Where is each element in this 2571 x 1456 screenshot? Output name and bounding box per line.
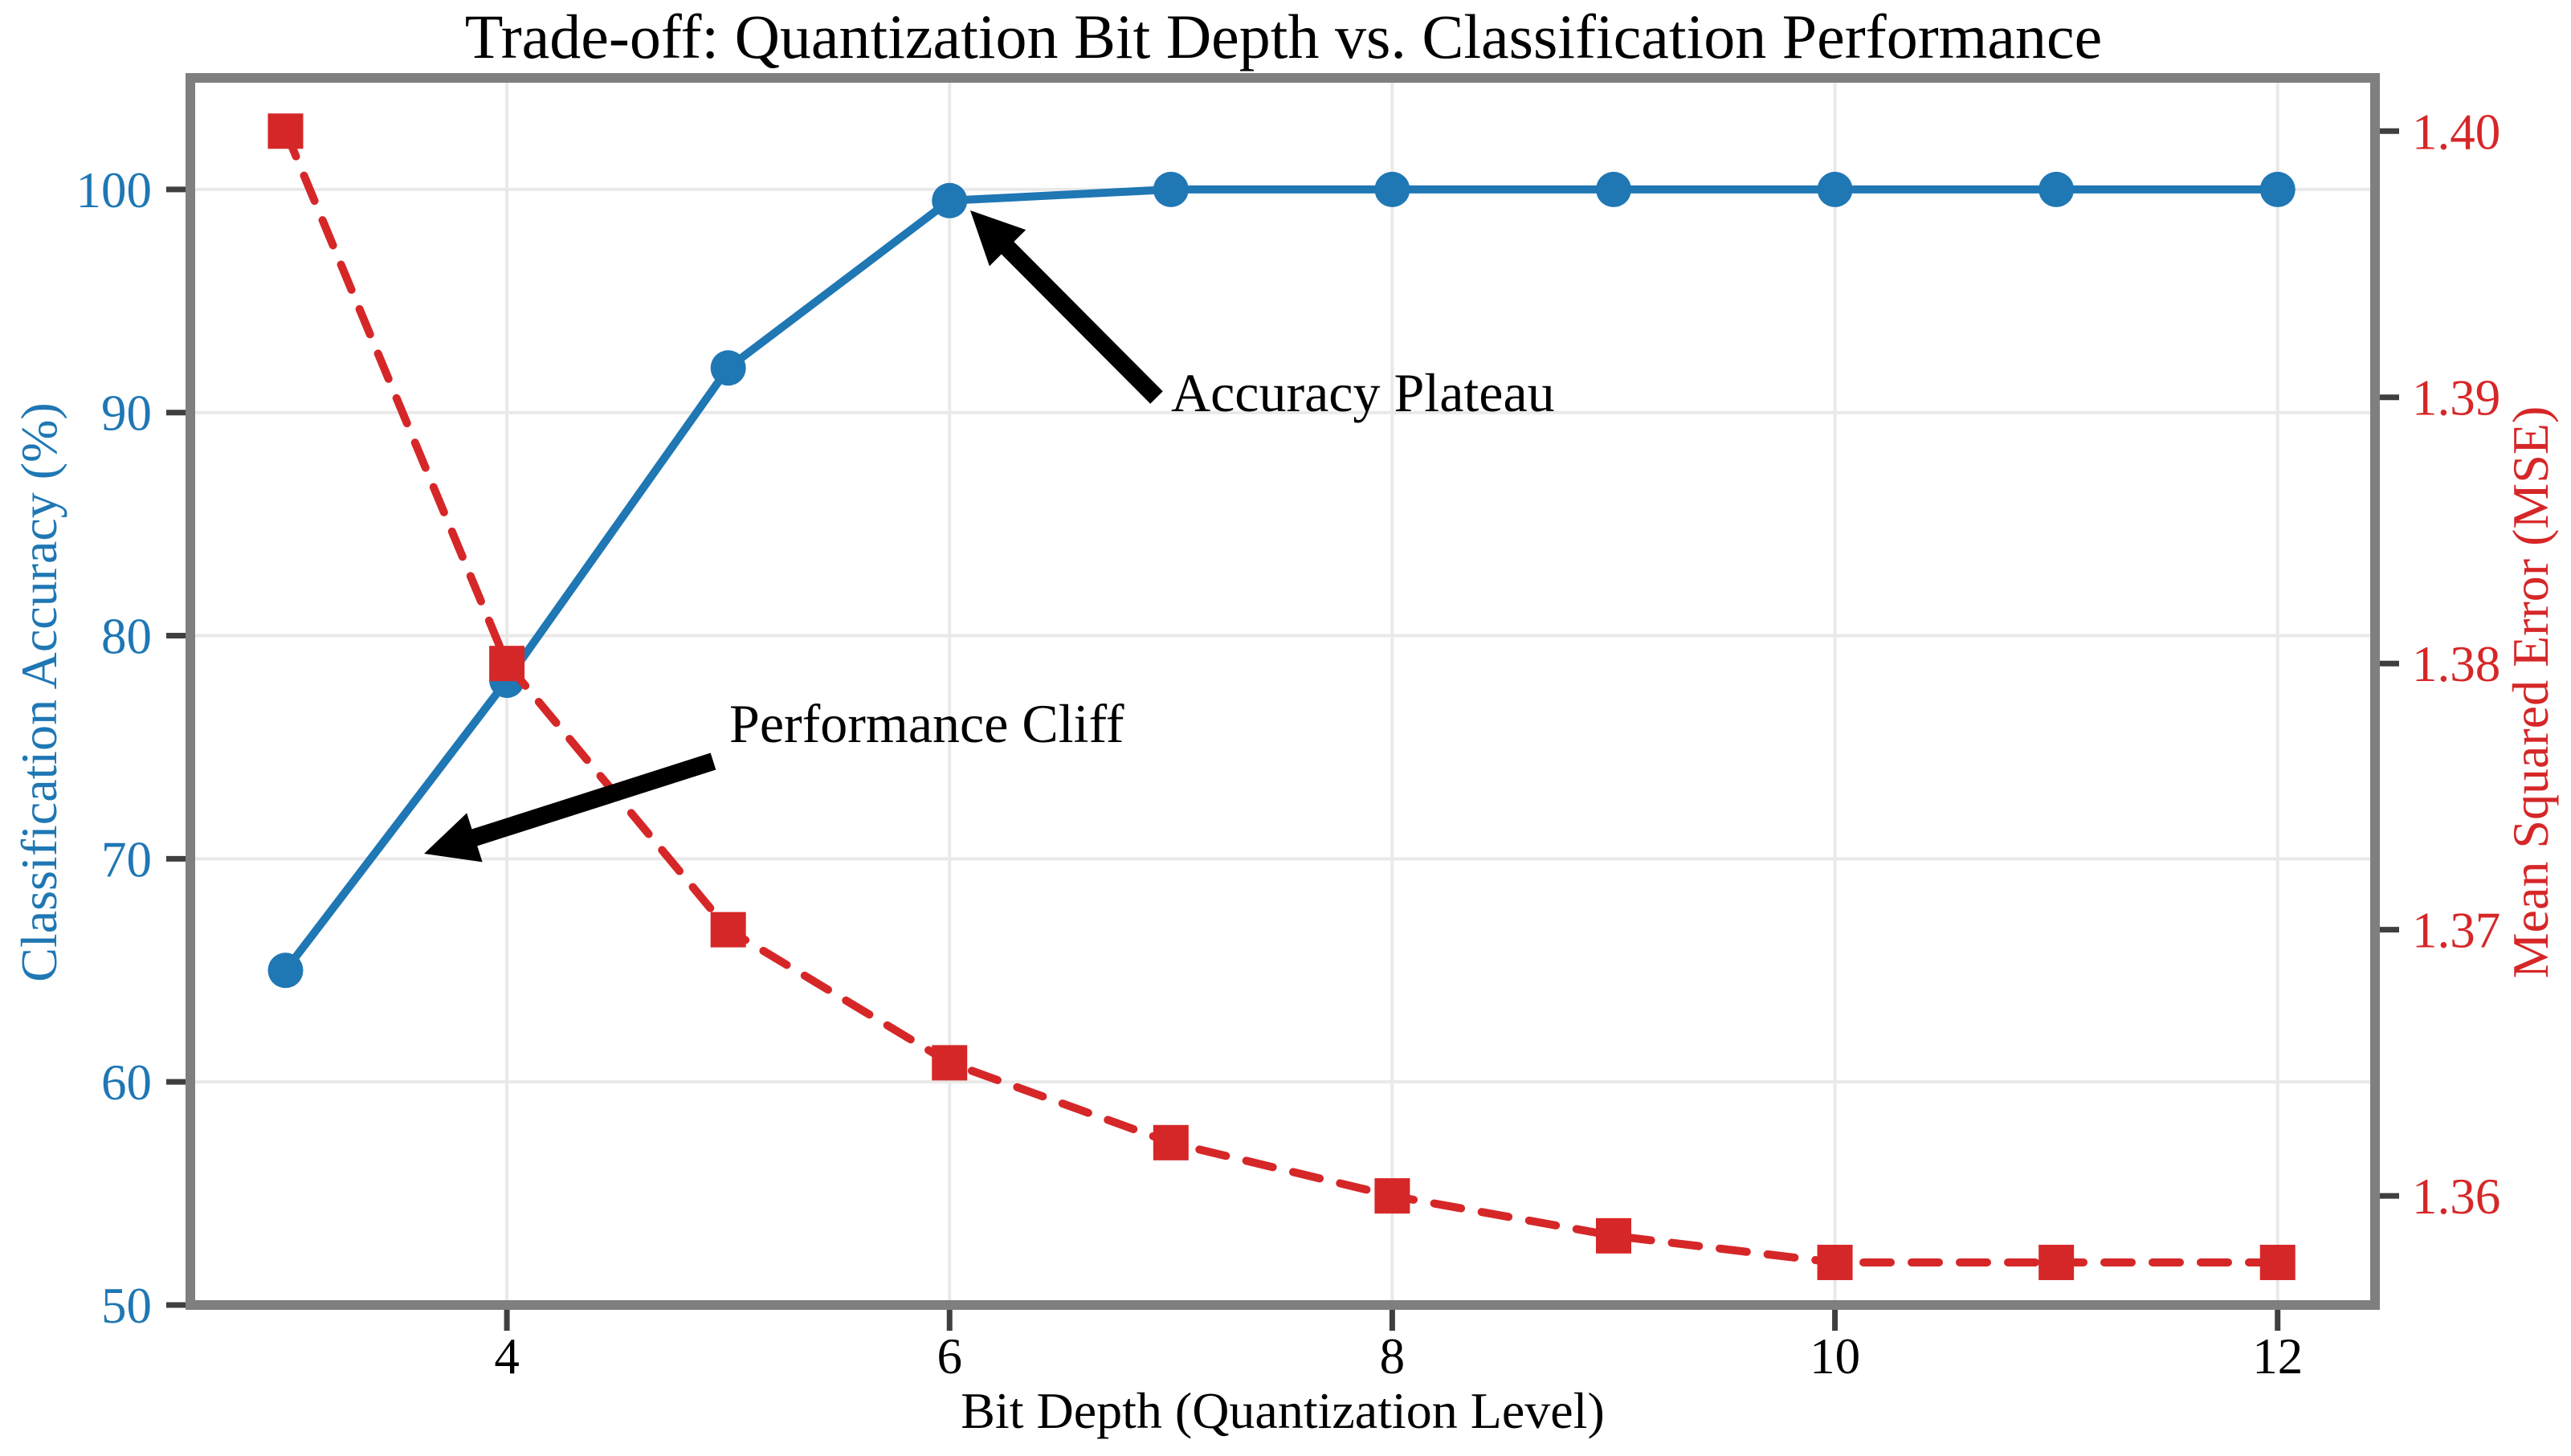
axes-layer: 50 60 70 80 90 100 1.36 1.37 1.38 1.39 1.40 4 6 8 10 12: [76, 104, 2501, 1385]
right-tick-label: 1.36: [2412, 1168, 2500, 1225]
mse-marker: [2038, 1244, 2075, 1280]
accuracy-marker: [710, 350, 746, 386]
annotation-arrow-head: [970, 210, 1026, 267]
left-axis-label: Classification Accuracy (%): [10, 402, 67, 982]
mse-marker: [267, 113, 304, 149]
accuracy-marker: [932, 182, 968, 218]
accuracy-marker: [1595, 171, 1631, 207]
mse-marker: [489, 646, 525, 682]
left-tick-label: 70: [101, 831, 152, 887]
mse-marker: [1595, 1217, 1631, 1254]
x-tick-label: 6: [937, 1328, 962, 1385]
series-layer: [267, 113, 2296, 1280]
left-tick-label: 60: [101, 1054, 152, 1111]
accuracy-marker: [1374, 171, 1410, 207]
accuracy-marker: [2259, 171, 2296, 207]
annotation-arrow-head: [424, 813, 483, 863]
chart-title: Trade-off: Quantization Bit Depth vs. Cl…: [465, 2, 2102, 71]
x-tick-label: 12: [2252, 1328, 2303, 1385]
mse-line: [281, 127, 2282, 1266]
mse-marker: [1817, 1244, 1853, 1280]
mse-marker: [710, 912, 746, 948]
accuracy-marker: [2038, 171, 2075, 207]
mse-marker: [1374, 1178, 1410, 1214]
accuracy-marker: [1817, 171, 1853, 207]
left-tick-label: 80: [101, 609, 152, 665]
accuracy-marker: [267, 952, 304, 989]
right-axis-label: Mean Squared Error (MSE): [2502, 406, 2559, 979]
left-tick-label: 50: [101, 1278, 152, 1334]
right-tick-label: 1.40: [2412, 104, 2500, 160]
right-tick-label: 1.39: [2412, 370, 2500, 426]
annotation-arrow-shaft: [467, 752, 716, 848]
annotation-arrow-shaft: [998, 238, 1163, 404]
accuracy-line: [281, 185, 2282, 975]
right-tick-label: 1.37: [2412, 903, 2500, 959]
mse-marker: [932, 1045, 968, 1081]
annotation-layer: Accuracy Plateau Performance Cliff: [424, 210, 1555, 863]
right-tick-label: 1.38: [2412, 636, 2500, 692]
accuracy-marker: [1153, 171, 1189, 207]
x-axis-label: Bit Depth (Quantization Level): [961, 1382, 1605, 1439]
left-tick-label: 100: [76, 162, 153, 218]
mse-marker: [2259, 1244, 2296, 1280]
plot-border: [186, 73, 2380, 1310]
x-tick-label: 10: [1810, 1328, 1860, 1385]
annotation-text: Performance Cliff: [729, 693, 1124, 754]
x-tick-label: 8: [1380, 1328, 1406, 1385]
annotation-text: Accuracy Plateau: [1171, 362, 1555, 423]
x-tick-label: 4: [494, 1328, 520, 1385]
mse-marker: [1153, 1124, 1189, 1160]
left-tick-label: 90: [101, 385, 152, 442]
